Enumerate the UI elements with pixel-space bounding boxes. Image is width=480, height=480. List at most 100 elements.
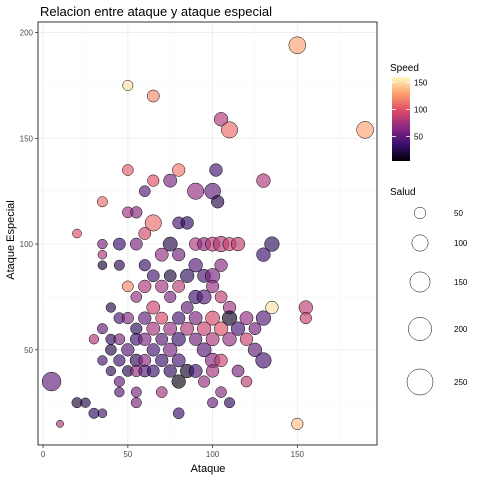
data-point	[155, 353, 169, 368]
data-point	[230, 236, 246, 252]
data-point	[121, 312, 134, 325]
data-point	[180, 268, 195, 283]
y-tick-label: 200	[20, 29, 34, 38]
speed-legend-label: 50	[414, 133, 423, 142]
salud-legend-key	[411, 234, 429, 252]
data-point	[213, 321, 229, 336]
data-point	[130, 386, 142, 398]
salud-legend-key	[413, 206, 427, 220]
data-point	[163, 321, 178, 336]
data-point	[146, 300, 161, 315]
data-point	[88, 407, 100, 419]
data-point	[105, 302, 116, 313]
x-tick-label: 100	[206, 450, 220, 459]
data-point	[164, 290, 177, 304]
data-point	[248, 322, 262, 336]
x-tick-label: 50	[123, 450, 132, 459]
data-point	[187, 182, 205, 200]
data-point	[146, 343, 160, 357]
salud-legend-title: Salud	[390, 187, 416, 198]
data-point	[163, 269, 177, 283]
data-point	[214, 353, 228, 368]
data-point	[130, 291, 143, 303]
salud-legend-key	[409, 271, 431, 293]
salud-legend-key	[408, 317, 432, 341]
data-point	[172, 407, 185, 420]
data-point	[155, 311, 169, 325]
data-point	[130, 397, 142, 409]
data-point	[291, 417, 304, 430]
data-point	[205, 279, 220, 293]
salud-legend-label: 200	[454, 325, 468, 334]
data-point	[171, 332, 186, 347]
data-point	[256, 247, 271, 262]
data-point	[230, 321, 246, 336]
data-point	[162, 236, 178, 252]
data-point	[288, 36, 307, 54]
data-point	[138, 259, 151, 272]
data-point	[255, 352, 272, 369]
data-point	[121, 343, 135, 357]
data-point	[207, 397, 219, 409]
data-point	[138, 332, 152, 346]
data-point	[97, 355, 108, 366]
data-point	[189, 332, 203, 346]
salud-legend-key	[406, 368, 434, 396]
data-point	[138, 279, 152, 293]
data-point	[239, 332, 254, 346]
x-tick-label: 0	[41, 450, 46, 459]
x-axis-title: Ataque	[191, 463, 226, 475]
data-point	[172, 163, 186, 177]
salud-legend-label: 100	[454, 239, 468, 248]
data-point	[221, 310, 238, 326]
data-point	[205, 364, 220, 378]
data-point	[96, 323, 108, 335]
y-axis-title: Ataque Especial	[5, 200, 17, 280]
data-point	[196, 289, 212, 305]
data-point	[256, 173, 271, 188]
data-point	[247, 342, 263, 357]
data-point	[240, 375, 253, 388]
data-point	[122, 280, 134, 293]
chart-title: Relacion entre ataque y ataque especial	[40, 4, 272, 19]
x-tick-label: 150	[291, 450, 305, 459]
data-point	[41, 371, 62, 392]
data-point	[88, 334, 100, 345]
data-point	[356, 121, 374, 139]
data-point	[144, 214, 162, 232]
speed-legend-label: 100	[414, 106, 428, 115]
data-point	[171, 353, 186, 368]
data-point	[265, 300, 279, 315]
data-point	[113, 376, 125, 387]
data-point	[130, 322, 143, 335]
data-point	[80, 397, 91, 408]
data-point	[205, 332, 220, 347]
data-point	[155, 386, 168, 398]
data-point	[138, 311, 152, 325]
points-layer	[41, 36, 374, 430]
data-point	[224, 397, 235, 409]
data-point	[163, 173, 178, 188]
data-point	[213, 112, 229, 127]
data-point	[188, 364, 203, 378]
data-point	[97, 260, 108, 270]
data-point	[188, 311, 203, 325]
data-point	[180, 216, 194, 230]
data-point	[114, 387, 125, 398]
panel-border	[37, 21, 378, 446]
speed-colorbar	[392, 77, 410, 161]
data-point	[147, 174, 160, 187]
data-point	[198, 375, 211, 388]
data-point	[146, 364, 160, 378]
data-point	[113, 354, 126, 367]
data-point	[154, 247, 169, 262]
data-point	[129, 237, 143, 251]
data-point	[255, 310, 272, 326]
data-point	[180, 301, 194, 314]
data-point	[139, 185, 151, 197]
data-point	[214, 258, 228, 272]
data-point	[180, 321, 195, 336]
data-point	[105, 344, 117, 356]
data-point	[56, 419, 64, 428]
speed-legend: Speed 50 100 150	[390, 63, 428, 161]
